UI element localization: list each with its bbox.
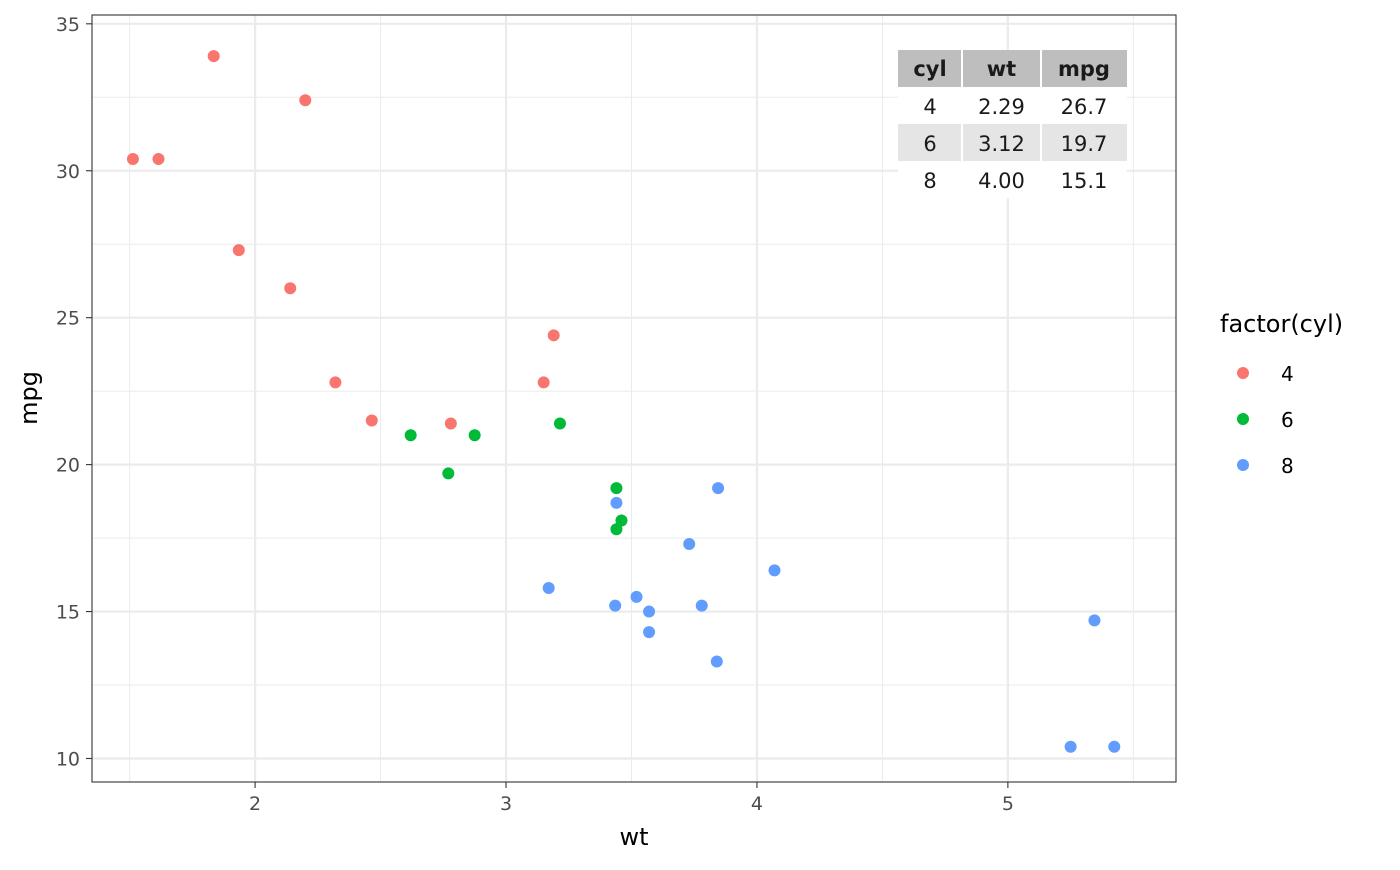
table-cell: 3.12 <box>978 132 1025 156</box>
point-cyl-8 <box>1108 740 1121 753</box>
x-axis: 2 3 4 5 <box>249 782 1014 815</box>
point-cyl-4 <box>444 417 457 430</box>
point-cyl-6 <box>610 482 623 495</box>
x-tick-label: 2 <box>249 793 261 815</box>
y-tick-label: 25 <box>56 308 80 330</box>
legend-key-6 <box>1237 413 1249 425</box>
y-tick-label: 20 <box>56 455 80 477</box>
point-cyl-6 <box>553 417 566 430</box>
point-cyl-8 <box>1064 740 1077 753</box>
point-cyl-4 <box>329 376 342 389</box>
table-header-bg <box>898 50 1127 87</box>
point-cyl-4 <box>365 414 378 427</box>
table-cell: 2.29 <box>978 95 1025 119</box>
x-tick-label: 3 <box>500 793 512 815</box>
point-cyl-6 <box>610 523 623 536</box>
table-cell: 4 <box>923 95 936 119</box>
point-cyl-8 <box>695 599 708 612</box>
legend: factor(cyl) 4 6 8 <box>1220 310 1343 478</box>
table-cell: 15.1 <box>1061 169 1108 193</box>
legend-title: factor(cyl) <box>1220 310 1343 338</box>
point-cyl-8 <box>609 599 622 612</box>
point-cyl-8 <box>712 482 725 495</box>
y-tick-label: 35 <box>56 14 80 36</box>
legend-label-8: 8 <box>1281 454 1294 478</box>
y-tick-label: 30 <box>56 161 80 183</box>
point-cyl-8 <box>1088 614 1101 627</box>
point-cyl-8 <box>542 582 555 595</box>
point-cyl-8 <box>643 626 656 639</box>
table-header-cell: mpg <box>1058 57 1110 81</box>
legend-key-8 <box>1237 459 1249 471</box>
table-cell: 19.7 <box>1061 132 1108 156</box>
table-cell: 8 <box>923 169 936 193</box>
point-cyl-4 <box>284 282 297 295</box>
point-cyl-8 <box>630 590 643 603</box>
point-cyl-4 <box>299 94 312 107</box>
y-axis: 10 15 20 25 30 35 <box>56 14 92 770</box>
point-cyl-8 <box>683 537 696 550</box>
table-row-bg <box>898 87 1127 124</box>
x-tick-label: 5 <box>1002 793 1014 815</box>
point-cyl-8 <box>768 564 781 577</box>
point-cyl-4 <box>126 152 139 165</box>
major-gridlines <box>92 15 1176 782</box>
legend-items: 4 6 8 <box>1237 362 1294 478</box>
point-cyl-6 <box>615 514 628 527</box>
point-cyl-4 <box>207 50 220 63</box>
summary-table: cyl wt mpg 4 2.29 26.7 6 3.12 19.7 8 4.00 15.1 <box>898 50 1127 198</box>
x-axis-title: wt <box>619 823 648 851</box>
legend-label-4: 4 <box>1281 362 1294 386</box>
table-row-bg <box>898 161 1127 198</box>
x-tick-label: 4 <box>751 793 763 815</box>
point-cyl-4 <box>232 244 245 257</box>
point-cyl-4 <box>152 152 165 165</box>
point-cyl-6 <box>404 429 417 442</box>
legend-key-4 <box>1237 367 1249 379</box>
table-cell: 26.7 <box>1061 95 1108 119</box>
point-cyl-4 <box>547 329 560 342</box>
table-header-cell: wt <box>987 57 1016 81</box>
table-cell: 4.00 <box>978 169 1025 193</box>
table-cell: 6 <box>923 132 936 156</box>
y-axis-title: mpg <box>15 371 43 425</box>
point-cyl-8 <box>610 496 623 509</box>
point-cyl-8 <box>643 605 656 618</box>
y-tick-label: 10 <box>56 748 80 770</box>
point-cyl-4 <box>537 376 550 389</box>
minor-gridlines <box>92 15 1176 782</box>
table-row-bg <box>898 124 1127 161</box>
table-header-cell: cyl <box>913 57 946 81</box>
legend-label-6: 6 <box>1281 408 1294 432</box>
y-tick-label: 15 <box>56 602 80 624</box>
point-cyl-6 <box>468 429 481 442</box>
data-points <box>126 50 1121 753</box>
point-cyl-6 <box>442 467 455 480</box>
plot-panel-border <box>91 14 1177 783</box>
point-cyl-8 <box>710 655 723 668</box>
